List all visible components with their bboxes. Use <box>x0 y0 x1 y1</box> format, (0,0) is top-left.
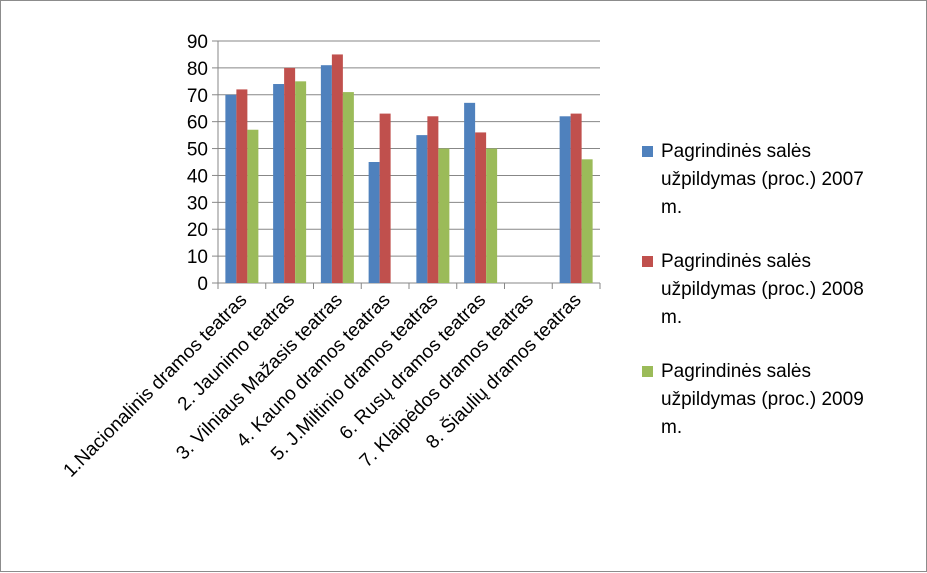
bar <box>295 81 307 283</box>
legend-label-line: užpildymas (proc.) 2007 <box>661 169 864 190</box>
bar <box>486 148 498 283</box>
bar <box>570 113 582 283</box>
bar <box>284 67 296 283</box>
legend-item: Pagrindinės salės užpildymas (proc.) 2008… <box>642 251 864 328</box>
legend-label-line: Pagrindinės salės <box>661 141 811 162</box>
bar <box>464 102 476 283</box>
bar <box>438 148 450 283</box>
legend-swatch <box>642 256 653 267</box>
legend-label-line: Pagrindinės salės <box>661 361 811 382</box>
bar <box>581 159 593 283</box>
y-tick-label: 60 <box>187 113 208 134</box>
bar <box>225 94 237 284</box>
bar <box>368 162 380 283</box>
y-tick-label: 50 <box>187 140 208 161</box>
y-tick-label: 10 <box>187 247 208 268</box>
axes <box>212 40 601 289</box>
legend: Pagrindinės salės užpildymas (proc.) 2007… <box>642 141 864 438</box>
bar <box>247 129 259 283</box>
legend-label-line: Pagrindinės salės <box>661 251 811 272</box>
y-tick-label: 40 <box>187 166 208 187</box>
legend-label-line: užpildymas (proc.) 2008 <box>661 279 864 300</box>
bar <box>475 132 487 283</box>
legend-label: Pagrindinės salės užpildymas (proc.) 2009… <box>661 361 864 438</box>
legend-item: Pagrindinės salės užpildymas (proc.) 2009… <box>642 361 864 438</box>
y-tick-labels: 0 10 20 30 40 50 60 70 80 90 <box>187 32 208 295</box>
y-tick-label: 90 <box>187 32 208 53</box>
legend-label-line: m. <box>661 197 682 218</box>
legend-label: Pagrindinės salės užpildymas (proc.) 2008… <box>661 251 864 328</box>
bar <box>342 92 354 283</box>
bar <box>427 116 439 284</box>
bar <box>379 113 391 283</box>
bar <box>236 89 248 284</box>
bar <box>320 65 332 283</box>
y-tick-label: 30 <box>187 193 208 214</box>
legend-item: Pagrindinės salės užpildymas (proc.) 2007… <box>642 141 864 218</box>
legend-label-line: m. <box>661 417 682 438</box>
legend-swatch <box>642 366 653 377</box>
bar <box>273 84 285 284</box>
bar <box>416 135 428 283</box>
bar <box>559 116 571 284</box>
y-tick-label: 70 <box>187 86 208 107</box>
y-tick-label: 80 <box>187 59 208 80</box>
legend-swatch <box>642 146 653 157</box>
x-category-label: 1.Nacionalinis dramos teatras <box>60 290 252 482</box>
y-tick-label: 20 <box>187 220 208 241</box>
bars <box>225 54 593 284</box>
legend-label: Pagrindinės salės užpildymas (proc.) 2007… <box>661 141 864 218</box>
y-tick-label: 0 <box>197 274 208 295</box>
bar <box>331 54 343 283</box>
legend-label-line: m. <box>661 307 682 328</box>
legend-label-line: užpildymas (proc.) 2009 <box>661 389 864 410</box>
